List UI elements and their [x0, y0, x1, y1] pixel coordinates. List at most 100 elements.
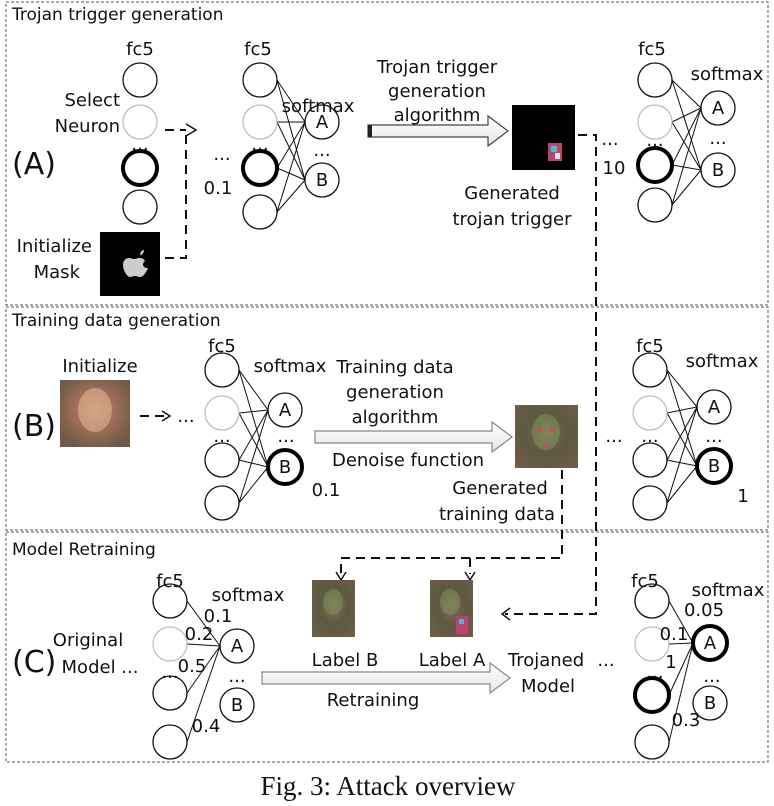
fc5-neuron — [122, 189, 158, 225]
connection-edge — [238, 409, 269, 461]
connection-edge — [238, 369, 269, 411]
ellipsis: ... — [277, 426, 294, 447]
algorithm-line-1: Training data — [335, 357, 453, 378]
softmax-node-a-label: A — [712, 98, 725, 119]
connection-edge — [238, 409, 269, 414]
connection-edge — [671, 107, 702, 206]
connection-edge — [671, 107, 702, 166]
connection-edge — [666, 406, 698, 461]
initialize-label: Initialize — [17, 236, 92, 257]
softmax-node-a — [691, 624, 729, 662]
algorithm-line-2: generation — [388, 81, 486, 102]
softmax-node-b — [695, 447, 733, 485]
fc5-neuron — [152, 724, 188, 760]
fc5-neuron — [204, 395, 240, 431]
retraining-label: Retraining — [327, 690, 420, 711]
fc5-neuron — [204, 352, 240, 388]
connection-edge — [668, 642, 694, 645]
connection-edge — [276, 121, 306, 213]
fc5-neuron — [632, 485, 668, 521]
fc5-neuron — [633, 676, 671, 714]
training-data-algorithm-arrow — [314, 420, 513, 454]
trojan-trigger-label: trojan trigger — [452, 209, 572, 230]
connection-edge — [186, 645, 221, 694]
training-data-to-labels-connector — [340, 470, 563, 574]
fc5-neuron — [242, 194, 278, 230]
ellipsis: ... — [213, 144, 230, 165]
fc5-neuron — [632, 352, 668, 388]
weight-label: 0.5 — [178, 656, 207, 677]
connection-edge — [276, 121, 306, 169]
training-data-label: training data — [439, 504, 555, 525]
fc5-neuron — [632, 395, 668, 431]
fc5-label: fc5 — [631, 571, 659, 592]
softmax-node-a-label: A — [316, 112, 329, 133]
algorithm-line-3: algorithm — [394, 105, 481, 126]
trojan-trigger-algorithm-arrow — [367, 114, 509, 148]
trojaned-label: Trojaned — [507, 650, 584, 671]
weight-label: 0.1 — [660, 624, 689, 645]
ellipsis: ... — [646, 130, 663, 151]
denoise-function-label: Denoise function — [332, 450, 484, 471]
softmax-label: softmax — [212, 585, 285, 606]
algorithm-line-1: Trojan trigger — [376, 57, 498, 78]
softmax-node-a — [700, 90, 736, 126]
softmax-node-a — [696, 389, 732, 425]
connection-edge — [666, 459, 698, 467]
fc5-label: fc5 — [244, 39, 272, 60]
arrowhead-icon — [185, 123, 198, 137]
softmax-node-a-label: A — [231, 636, 244, 657]
connection-edge — [668, 600, 694, 644]
weight-label: 0.1 — [204, 606, 233, 627]
ellipsis: ... — [161, 662, 178, 683]
fc5-neuron — [634, 724, 670, 760]
connection-edge — [668, 642, 694, 743]
label-a-caption: Label A — [419, 650, 486, 671]
panel-a-frame — [5, 1, 769, 306]
arrowhead-icon — [500, 607, 511, 621]
generated-label: Generated — [452, 478, 548, 499]
algorithm-line-2: generation — [346, 382, 444, 403]
connection-edge — [671, 121, 702, 171]
connection-edge — [666, 406, 698, 504]
connection-edge — [186, 643, 221, 647]
connection-edge — [238, 459, 269, 468]
softmax-node-b-label: B — [279, 457, 291, 478]
trigger-to-label-a-connector — [505, 134, 597, 615]
fc5-neuron — [241, 149, 279, 187]
output-value-after: 1 — [737, 486, 748, 507]
fc5-neuron — [637, 104, 673, 140]
select-label: Select — [64, 90, 120, 111]
softmax-label: softmax — [692, 580, 765, 601]
softmax-label: softmax — [686, 351, 759, 372]
ellipsis: ... — [601, 129, 618, 150]
label-b-image — [312, 580, 355, 637]
softmax-label: softmax — [691, 64, 764, 85]
fc5-neuron — [242, 104, 278, 140]
ellipsis: ... — [597, 650, 614, 671]
figure-caption: Fig. 3: Attack overview — [261, 771, 516, 801]
connection-edge — [276, 167, 306, 181]
connection-edge — [671, 107, 702, 123]
connection-edge — [668, 642, 694, 696]
generated-label: Generated — [464, 183, 560, 204]
connection-edge — [276, 121, 306, 181]
fc5-label: fc5 — [208, 336, 236, 357]
weight-label: 0.2 — [185, 624, 214, 645]
label-a-image — [430, 580, 473, 637]
panel-b-label: (B) — [12, 409, 56, 444]
initialize-label: Initialize — [62, 356, 137, 377]
ellipsis: ... — [177, 406, 194, 427]
connection-edge — [671, 79, 702, 171]
fc5-neuron — [152, 675, 188, 711]
fc5-label: fc5 — [156, 571, 184, 592]
fc5-neuron — [122, 62, 158, 98]
ellipsis: ... — [131, 134, 148, 155]
retraining-arrow — [261, 661, 511, 695]
model-label: Model ... — [62, 657, 139, 678]
panel-c-frame — [5, 531, 769, 763]
neuron-label: Neuron — [55, 116, 120, 137]
softmax-node-b — [692, 685, 728, 721]
generated-training-data-image — [515, 405, 578, 468]
generated-trojan-trigger-image — [512, 105, 575, 170]
